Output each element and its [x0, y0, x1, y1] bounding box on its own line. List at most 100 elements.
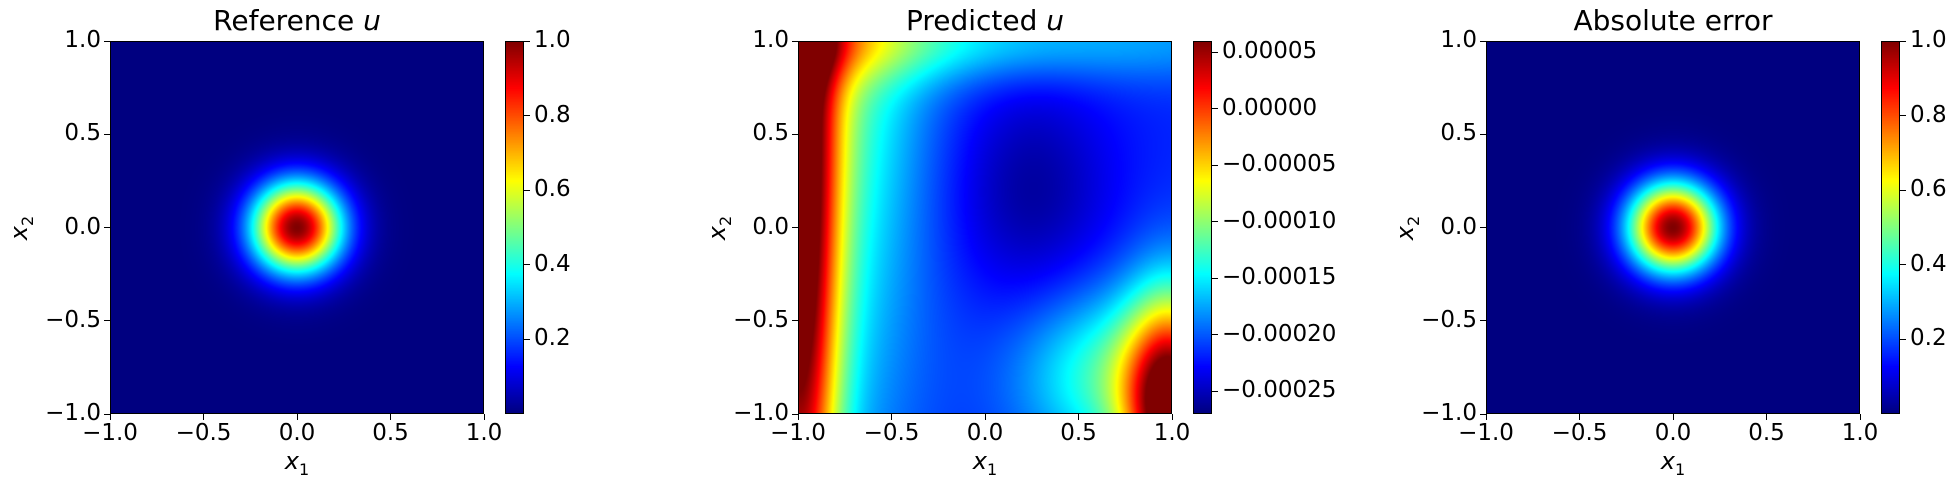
panel-2-ytick-label: 0.5 — [752, 120, 789, 147]
panel-3-colorbar-tick-label: 0.2 — [1910, 325, 1947, 352]
panel-1-xtick-label: −0.5 — [175, 420, 232, 446]
panel-2-ytick-mark — [792, 133, 798, 135]
panel-1-title: Reference u — [213, 4, 381, 37]
panel-2-ylabel: x2 — [703, 208, 735, 248]
panel-3-ytick-mark — [1480, 40, 1486, 42]
panel-3-xtick-label: −1.0 — [1458, 420, 1514, 446]
panel-1-xtick-label: 0.0 — [278, 420, 316, 446]
panel-3-xlabel-var: x — [1660, 447, 1676, 475]
panel-2-xlabel: x1 — [973, 447, 997, 479]
panel-1-colorbar-tick-label: 0.8 — [534, 101, 571, 128]
panel-2-ytick-label: −1.0 — [733, 400, 789, 426]
panel-1-xtick-label: −1.0 — [82, 420, 138, 446]
panel-2-colorbar — [1193, 41, 1212, 414]
panel-1-colorbar-tick-mark — [524, 115, 530, 117]
panel-3-ytick-mark — [1480, 227, 1486, 228]
panel-1-xtick-mark — [483, 414, 485, 420]
panel-2-ylabel-sub: 2 — [715, 215, 735, 226]
panel-3-title: Absolute error — [1573, 4, 1772, 37]
panel-3-xtick-mark — [1672, 414, 1674, 420]
panel-3-heatmap-canvas — [1486, 41, 1860, 414]
panel-2-colorbar-tick-label: −0.00005 — [1222, 151, 1337, 178]
panel-1-xtick-mark — [390, 414, 391, 420]
panel-1-colorbar-tick-label: 0.4 — [534, 250, 571, 277]
panel-2-colorbar-tick-mark — [1212, 51, 1218, 53]
panel-1-heatmap-canvas — [110, 41, 484, 414]
panel-3-colorbar-tick-label: 1.0 — [1910, 27, 1947, 53]
panel-3-xtick-mark — [1859, 414, 1861, 420]
panel-1-xtick-mark — [203, 414, 204, 420]
panel-2-ytick-mark — [792, 227, 798, 228]
panel-2-colorbar-tick-mark — [1212, 221, 1218, 223]
panel-2-title-text: Predicted — [905, 4, 1047, 37]
panel-1-colorbar-tick-mark — [524, 338, 530, 340]
panel-2-ytick-mark — [792, 413, 798, 415]
panel-1-xlabel: x1 — [285, 447, 309, 479]
panel-3-xtick-mark — [1766, 414, 1767, 420]
panel-2-colorbar-tick-mark — [1212, 334, 1218, 336]
panel-1-ytick-mark — [104, 413, 110, 415]
panel-1-ytick-label: −1.0 — [45, 400, 101, 426]
panel-3-xtick-label: 0.0 — [1654, 420, 1692, 446]
panel-2-colorbar-tick-mark — [1212, 108, 1218, 110]
panel-3-colorbar-tick-mark — [1900, 115, 1906, 117]
panel-2-xtick-label: 1.0 — [1153, 420, 1191, 446]
panel-3-ytick-mark — [1480, 413, 1486, 415]
panel-3-colorbar-frame — [1881, 41, 1900, 414]
panel-1-ytick-mark — [104, 320, 110, 322]
panel-2-colorbar-tick-label: 0.00000 — [1222, 94, 1318, 121]
panel-2-xtick-mark — [984, 414, 986, 420]
panel-3-xlabel-sub: 1 — [1675, 459, 1686, 479]
panel-2-xtick-label: −0.5 — [863, 420, 920, 446]
panel-2-colorbar-tick-label: −0.00010 — [1222, 207, 1337, 234]
panel-2-ytick-label: 0.0 — [752, 213, 789, 240]
panel-2-xtick-mark — [891, 414, 892, 420]
panel-1-ylabel-sub: 2 — [17, 215, 37, 226]
panel-2-xtick-label: −1.0 — [770, 420, 826, 446]
panel-2-xlabel-sub: 1 — [987, 459, 998, 479]
panel-3-ytick-label: 0.0 — [1440, 213, 1477, 240]
panel-1-colorbar-tick-mark — [524, 264, 530, 266]
panel-3-colorbar-tick-mark — [1900, 338, 1906, 340]
panel-1-colorbar-tick-label: 0.6 — [534, 176, 571, 203]
panel-3-ytick-label: 0.5 — [1440, 120, 1477, 147]
panel-2-ylabel-var: x — [703, 225, 731, 240]
panel-2-ytick-label: −0.5 — [733, 306, 789, 333]
panel-2-colorbar-tick-label: −0.00025 — [1222, 377, 1337, 404]
panel-3-ytick-label: −1.0 — [1421, 400, 1477, 426]
panel-2-heatmap-canvas — [798, 41, 1172, 414]
panel-1-xlabel-sub: 1 — [299, 459, 310, 479]
panel-2-title-var: u — [1046, 4, 1065, 37]
panel-1-colorbar-frame — [505, 41, 524, 414]
panel-1-xtick-mark — [296, 414, 298, 420]
panel-3-colorbar-tick-label: 0.6 — [1910, 176, 1947, 203]
panel-2-xtick-mark — [1078, 414, 1079, 420]
panel-2-ytick-mark — [792, 40, 798, 42]
panel-1-heatmap — [110, 41, 484, 414]
panel-3-xtick-mark — [1485, 414, 1487, 420]
panel-1-colorbar — [505, 41, 524, 414]
panel-3-colorbar-tick-mark — [1900, 264, 1906, 266]
panel-2-ytick-mark — [792, 320, 798, 322]
panel-3-title-text: Absolute error — [1573, 4, 1773, 37]
panel-1-xtick-mark — [109, 414, 111, 420]
panel-3-xlabel: x1 — [1661, 447, 1685, 479]
panel-2-colorbar-tick-label: −0.00020 — [1222, 320, 1337, 347]
panel-2-colorbar-tick-mark — [1212, 164, 1218, 166]
panel-3-xtick-label: 0.5 — [1748, 420, 1785, 446]
panel-1-title-var: u — [363, 4, 381, 37]
panel-2-xlabel-var: x — [972, 447, 988, 475]
panel-1-ytick-label: 0.0 — [64, 213, 101, 240]
panel-3-ytick-label: 1.0 — [1440, 27, 1477, 53]
panel-2-colorbar-tick-mark — [1212, 390, 1218, 392]
panel-3-ytick-label: −0.5 — [1421, 306, 1477, 333]
panel-3-heatmap — [1486, 41, 1860, 414]
panel-1-xtick-label: 0.5 — [372, 420, 409, 446]
panel-3-ylabel-var: x — [1391, 225, 1419, 240]
panel-3-xtick-mark — [1579, 414, 1580, 420]
panel-3-ytick-mark — [1480, 320, 1486, 322]
panel-3-colorbar-tick-label: 0.4 — [1910, 250, 1947, 277]
panel-3-colorbar-tick-mark — [1900, 189, 1906, 191]
panel-1-ytick-label: 0.5 — [64, 120, 101, 147]
panel-3-colorbar-tick-mark — [1900, 40, 1906, 42]
